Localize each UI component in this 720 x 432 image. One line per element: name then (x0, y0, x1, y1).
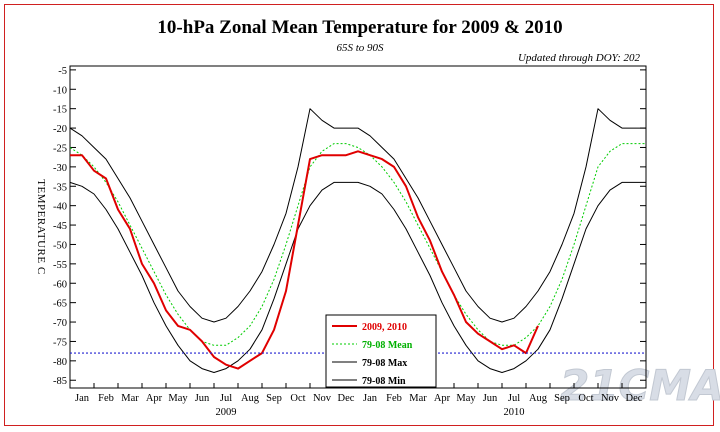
legend-label: 2009, 2010 (362, 322, 407, 333)
x-tick-label: Aug (241, 393, 260, 404)
x-tick-label: May (168, 393, 188, 404)
series-line-79-08-min (69, 181, 646, 373)
y-tick-label: -10 (53, 85, 67, 96)
y-tick-label: -50 (53, 240, 67, 251)
x-tick-label: Feb (386, 393, 402, 404)
legend-label: 79-08 Mean (362, 340, 413, 351)
x-tick-label: Mar (409, 393, 427, 404)
y-axis: -5 -10 -15 -20 -25 -30 -35 -40 -45 -50 -55 -60 -65 -7… (53, 66, 646, 387)
legend: 2009, 2010 79-08 Mean 79-08 Max 79-08 Min (325, 314, 437, 388)
series-line-79-08-max (69, 108, 646, 323)
x-tick-label: Jan (363, 393, 378, 404)
y-tick-label: -15 (53, 105, 67, 116)
series-line-2009-2010 (70, 150, 539, 370)
x-tick-label: Oct (290, 393, 305, 404)
x-tick-label: Sep (554, 393, 570, 404)
year-label: 2009 (216, 407, 237, 418)
x-tick-label: Jul (220, 393, 232, 404)
x-axis: Jan Feb Mar Apr May Jun Jul Aug Sep Oct Nov Dec Jan F… (69, 383, 643, 418)
x-tick-label: Jun (483, 393, 498, 404)
x-tick-label: Apr (146, 393, 163, 404)
y-tick-label: -25 (53, 143, 67, 154)
y-tick-label: -60 (53, 279, 67, 290)
series-line-79-08-mean (69, 143, 646, 346)
x-tick-label: Jan (75, 393, 90, 404)
updated-note: Updated through DOY: 202 (518, 52, 641, 64)
chart-title: 10-hPa Zonal Mean Temperature for 2009 &… (157, 17, 562, 38)
y-tick-label: -85 (53, 376, 67, 387)
x-tick-label: Jul (508, 393, 520, 404)
legend-label: 79-08 Min (362, 376, 406, 387)
x-tick-label: Jun (195, 393, 210, 404)
chart-frame (4, 4, 714, 426)
y-tick-label: -45 (53, 221, 67, 232)
y-tick-label: -55 (53, 260, 67, 271)
x-tick-label: Mar (121, 393, 139, 404)
y-tick-label: -75 (53, 337, 67, 348)
y-tick-label: -20 (53, 124, 67, 135)
y-tick-label: -40 (53, 202, 67, 213)
y-tick-label: -30 (53, 163, 67, 174)
x-tick-label: Feb (98, 393, 114, 404)
y-tick-label: -5 (58, 66, 67, 77)
x-tick-label: Sep (266, 393, 282, 404)
y-tick-label: -70 (53, 318, 67, 329)
y-tick-label: -35 (53, 182, 67, 193)
y-tick-label: -80 (53, 357, 67, 368)
x-tick-label: Apr (434, 393, 451, 404)
y-tick-label: -65 (53, 299, 67, 310)
y-axis-label: TEMPERATURE C (35, 179, 47, 274)
series-group (69, 108, 646, 373)
x-tick-label: Oct (578, 393, 593, 404)
chart-subtitle: 65S to 90S (336, 42, 384, 54)
legend-label: 79-08 Max (362, 358, 407, 369)
x-tick-label: Nov (601, 393, 620, 404)
x-tick-label: Aug (529, 393, 548, 404)
watermark-21cma: 21CMA (560, 361, 720, 410)
year-label: 2010 (504, 407, 525, 418)
x-tick-label: Dec (338, 393, 355, 404)
x-tick-label: Nov (313, 393, 332, 404)
x-tick-label: Dec (626, 393, 643, 404)
x-tick-label: May (456, 393, 476, 404)
